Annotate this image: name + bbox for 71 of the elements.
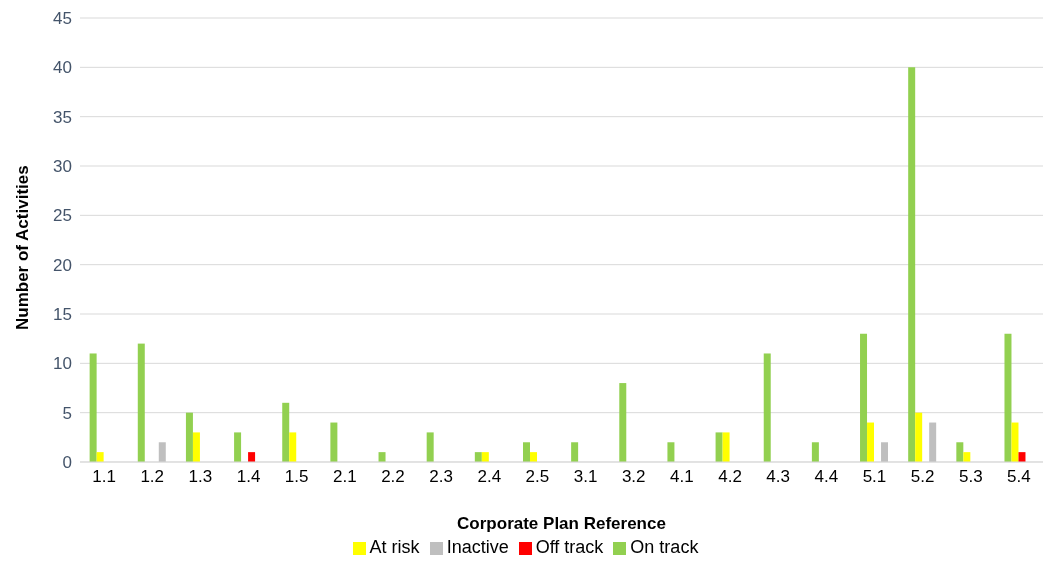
bar bbox=[763, 353, 771, 462]
bar bbox=[867, 422, 875, 462]
legend-label: On track bbox=[630, 537, 699, 557]
x-tick-label: 5.1 bbox=[862, 467, 887, 487]
bar bbox=[481, 452, 489, 462]
x-axis-title: Corporate Plan Reference bbox=[457, 514, 666, 533]
bar bbox=[929, 422, 937, 462]
x-tick-label: 2.2 bbox=[381, 467, 405, 487]
bar bbox=[137, 343, 145, 462]
x-tick-label: 2.3 bbox=[429, 467, 453, 487]
x-tick-label: 3.1 bbox=[573, 467, 598, 487]
x-tick-label: 1.4 bbox=[236, 467, 261, 487]
bar bbox=[158, 442, 166, 462]
x-tick-label: 4.3 bbox=[766, 467, 790, 487]
y-tick-label: 40 bbox=[53, 58, 72, 78]
x-tick-label: 5.4 bbox=[1007, 467, 1031, 487]
bar bbox=[811, 442, 819, 462]
bar bbox=[529, 452, 537, 462]
y-tick-label: 45 bbox=[53, 9, 72, 29]
x-tick-label: 2.5 bbox=[525, 467, 550, 487]
x-tick-label: 5.2 bbox=[910, 467, 935, 487]
bar bbox=[248, 452, 256, 462]
bar bbox=[963, 452, 971, 462]
x-tick-label: 5.3 bbox=[958, 467, 983, 487]
bar bbox=[282, 402, 290, 462]
bar bbox=[860, 333, 868, 462]
bar bbox=[474, 452, 482, 462]
bar bbox=[330, 422, 338, 462]
bar bbox=[289, 432, 297, 462]
bar bbox=[426, 432, 434, 462]
bar bbox=[522, 442, 530, 462]
bar bbox=[715, 432, 723, 462]
x-tick-label: 3.2 bbox=[621, 467, 646, 487]
bar bbox=[956, 442, 964, 462]
x-tick-label: 2.4 bbox=[477, 467, 502, 487]
x-tick-label: 1.5 bbox=[284, 467, 309, 487]
x-tick-label: 4.4 bbox=[814, 467, 839, 487]
bar bbox=[1004, 333, 1012, 462]
y-tick-label: 0 bbox=[62, 453, 72, 473]
bar bbox=[378, 452, 386, 462]
y-axis-title: Number of Activities bbox=[13, 165, 33, 330]
legend-label: At risk bbox=[369, 537, 420, 557]
legend-label: Off track bbox=[535, 537, 604, 557]
x-tick-label: 4.1 bbox=[670, 467, 694, 487]
y-tick-label: 10 bbox=[53, 354, 72, 374]
bar bbox=[571, 442, 579, 462]
bar bbox=[1018, 452, 1026, 462]
x-tick-label: 2.1 bbox=[333, 467, 357, 487]
x-tick-label: 1.3 bbox=[188, 467, 213, 487]
bar bbox=[234, 432, 242, 462]
y-tick-label: 25 bbox=[53, 206, 72, 226]
y-tick-label: 30 bbox=[53, 157, 72, 177]
y-tick-label: 35 bbox=[53, 107, 72, 127]
bar bbox=[1011, 422, 1019, 462]
x-tick-label: 1.2 bbox=[140, 467, 165, 487]
x-tick-label: 1.1 bbox=[92, 467, 116, 487]
y-tick-label: 20 bbox=[53, 255, 72, 275]
legend-label: Inactive bbox=[446, 537, 509, 557]
x-tick-label: 4.2 bbox=[718, 467, 742, 487]
bar bbox=[185, 412, 193, 462]
bar bbox=[192, 432, 200, 462]
y-tick-label: 15 bbox=[53, 305, 72, 325]
bar bbox=[96, 452, 104, 462]
bar bbox=[915, 412, 923, 462]
y-tick-label: 5 bbox=[62, 403, 72, 423]
bar bbox=[619, 383, 627, 462]
bar bbox=[908, 67, 916, 462]
bar bbox=[667, 442, 675, 462]
bar bbox=[722, 432, 730, 462]
bar bbox=[881, 442, 889, 462]
bar bbox=[89, 353, 97, 462]
